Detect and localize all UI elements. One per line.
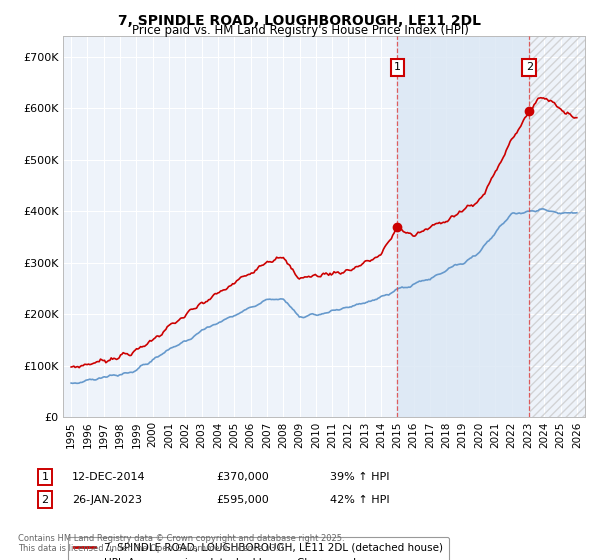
Text: £595,000: £595,000 [216, 494, 269, 505]
Bar [397, 36, 529, 417]
Text: 2: 2 [526, 62, 533, 72]
Text: 39% ↑ HPI: 39% ↑ HPI [330, 472, 389, 482]
Text: 1: 1 [41, 472, 49, 482]
Text: 12-DEC-2014: 12-DEC-2014 [72, 472, 146, 482]
Text: 42% ↑ HPI: 42% ↑ HPI [330, 494, 389, 505]
Text: 2: 2 [41, 494, 49, 505]
Bar [529, 36, 585, 417]
Text: 7, SPINDLE ROAD, LOUGHBOROUGH, LE11 2DL: 7, SPINDLE ROAD, LOUGHBOROUGH, LE11 2DL [119, 14, 482, 28]
Text: Contains HM Land Registry data © Crown copyright and database right 2025.
This d: Contains HM Land Registry data © Crown c… [18, 534, 344, 553]
Text: Price paid vs. HM Land Registry's House Price Index (HPI): Price paid vs. HM Land Registry's House … [131, 24, 469, 37]
Text: 1: 1 [394, 62, 401, 72]
Text: 26-JAN-2023: 26-JAN-2023 [72, 494, 142, 505]
Legend: 7, SPINDLE ROAD, LOUGHBOROUGH, LE11 2DL (detached house), HPI: Average price, de: 7, SPINDLE ROAD, LOUGHBOROUGH, LE11 2DL … [68, 536, 449, 560]
Text: £370,000: £370,000 [216, 472, 269, 482]
